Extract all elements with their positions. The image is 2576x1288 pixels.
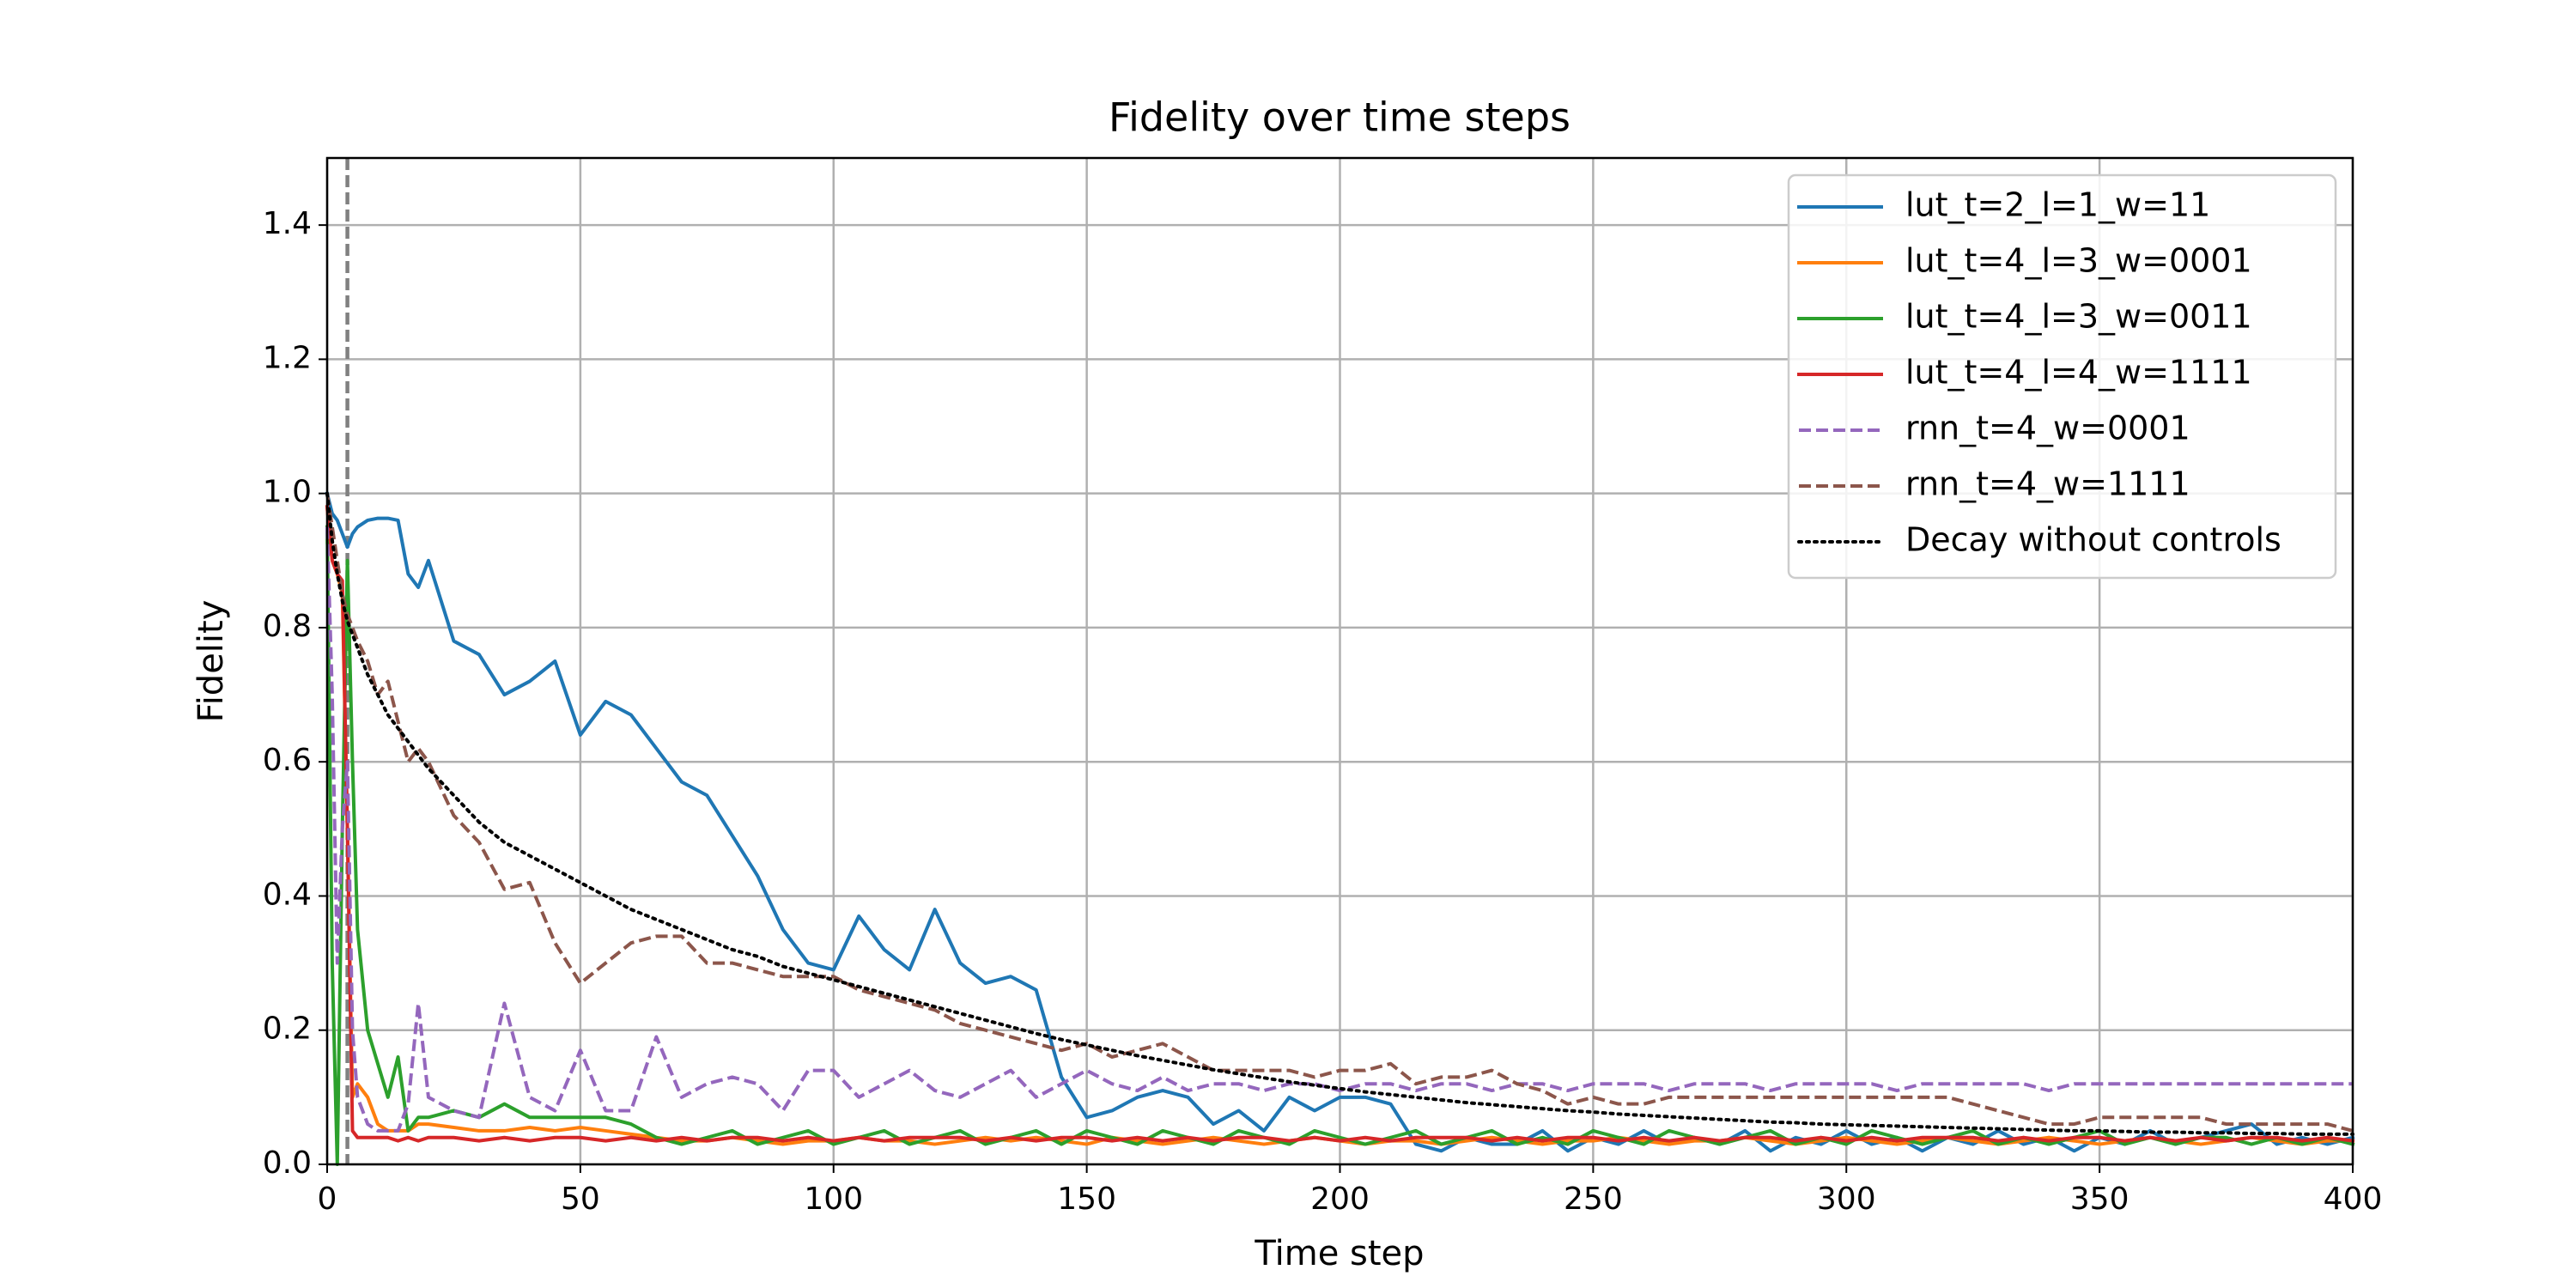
x-tick-label: 300 [1817, 1182, 1876, 1217]
y-tick-label: 0.2 [263, 1012, 312, 1047]
y-axis-label: Fidelity [191, 600, 231, 723]
legend: lut_t=2_l=1_w=11 lut_t=4_l=3_w=0001 lut_t=… [1787, 173, 2337, 580]
x-tick-label: 250 [1564, 1182, 1623, 1217]
legend-box [1787, 173, 2337, 580]
x-tick-label: 400 [2324, 1182, 2383, 1217]
chart-title: Fidelity over time steps [1109, 94, 1571, 141]
x-tick-label: 0 [318, 1182, 337, 1217]
y-tick-label: 0.8 [263, 609, 312, 644]
legend-label: Decay without controls [1905, 521, 2281, 559]
legend-label: rnn_t=4_w=0001 [1905, 410, 2190, 447]
x-tick-label: 50 [561, 1182, 600, 1217]
y-tick-label: 1.4 [263, 206, 312, 241]
y-tick-label: 1.2 [263, 340, 312, 375]
plot-frame [325, 156, 2354, 1166]
x-tick-label: 150 [1057, 1182, 1116, 1217]
series-line [325, 526, 2353, 1133]
x-tick-label: 200 [1310, 1182, 1370, 1217]
legend-label: lut_t=4_l=3_w=0011 [1905, 298, 2252, 336]
legend-label: lut_t=4_l=4_w=1111 [1905, 354, 2252, 392]
y-tick-label: 0.0 [263, 1145, 312, 1181]
series-line [325, 491, 2354, 1136]
x-tick-label: 350 [2070, 1182, 2129, 1217]
y-tick-label: 1.0 [263, 475, 312, 510]
legend-label: rnn_t=4_w=1111 [1905, 465, 2190, 503]
x-axis-label: Time step [1254, 1234, 1424, 1273]
series-line [325, 505, 2355, 1143]
x-tick-label: 100 [804, 1182, 863, 1217]
y-tick-label: 0.6 [263, 743, 312, 778]
legend-label: lut_t=2_l=1_w=11 [1905, 186, 2210, 224]
y-tick-label: 0.4 [263, 877, 312, 912]
legend-label: lut_t=4_l=3_w=0001 [1905, 242, 2252, 280]
